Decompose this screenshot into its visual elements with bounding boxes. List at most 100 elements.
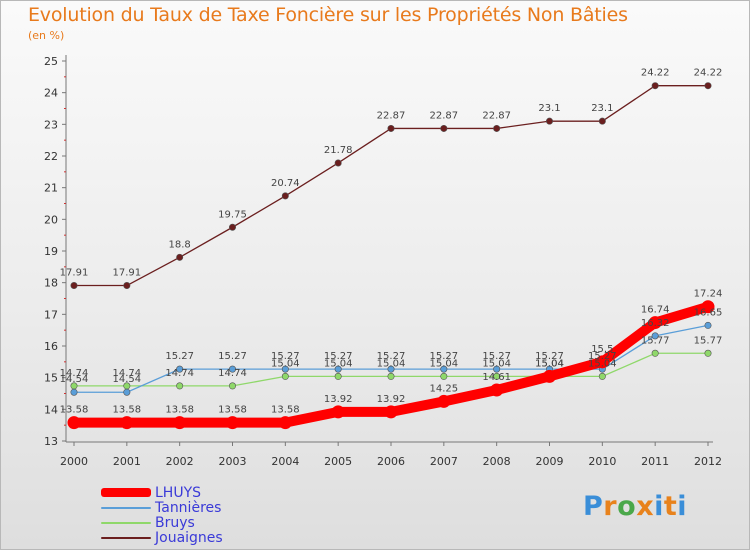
x-tick-label: 2007 bbox=[430, 455, 458, 468]
legend-label: Bruys bbox=[155, 514, 195, 531]
data-point bbox=[70, 388, 78, 396]
data-label: 19.75 bbox=[218, 209, 247, 220]
legend-label: LHUYS bbox=[155, 484, 202, 501]
proxiti-logo: Proxiti bbox=[583, 491, 687, 522]
data-point bbox=[598, 372, 606, 380]
x-tick-label: 2000 bbox=[60, 455, 88, 468]
legend-item: LHUYS bbox=[101, 484, 223, 501]
data-label: 15.04 bbox=[377, 358, 406, 369]
y-tick-label: 22 bbox=[44, 150, 58, 163]
data-point bbox=[281, 372, 289, 380]
data-point bbox=[226, 416, 239, 430]
data-label: 14.74 bbox=[60, 368, 89, 379]
data-label: 15.27 bbox=[218, 351, 247, 362]
y-tick-label: 19 bbox=[44, 245, 58, 258]
data-label: 14.54 bbox=[60, 374, 89, 385]
legend-swatch bbox=[101, 506, 151, 509]
data-point bbox=[229, 382, 237, 390]
data-point bbox=[229, 223, 237, 231]
data-point bbox=[331, 405, 345, 419]
data-point bbox=[648, 316, 662, 330]
data-label: 15.5 bbox=[591, 344, 613, 355]
legend-label: Jouaignes bbox=[155, 529, 223, 546]
legend-item: Bruys bbox=[101, 514, 223, 531]
data-point bbox=[278, 416, 292, 430]
data-point bbox=[70, 282, 78, 290]
data-point bbox=[493, 124, 501, 132]
data-label: 14.61 bbox=[482, 372, 511, 383]
data-label: 17.91 bbox=[113, 268, 142, 279]
data-point bbox=[493, 365, 501, 373]
y-tick-label: 21 bbox=[44, 182, 58, 195]
data-label: 13.58 bbox=[218, 405, 247, 416]
data-point bbox=[67, 416, 81, 430]
data-label: 13.58 bbox=[60, 405, 89, 416]
x-tick-label: 2009 bbox=[536, 455, 564, 468]
y-tick-label: 20 bbox=[44, 213, 58, 226]
data-label: 22.87 bbox=[377, 110, 406, 121]
y-tick-label: 14 bbox=[44, 403, 58, 416]
data-label: 22.87 bbox=[482, 110, 511, 121]
data-point bbox=[173, 416, 187, 430]
data-label: 15.04 bbox=[535, 358, 564, 369]
data-point bbox=[437, 394, 451, 408]
data-label: 15.04 bbox=[482, 358, 511, 369]
logo-letter: i bbox=[677, 491, 688, 522]
data-point bbox=[701, 300, 715, 314]
data-point bbox=[387, 124, 395, 132]
x-tick-label: 2005 bbox=[324, 455, 352, 468]
data-point bbox=[651, 82, 659, 90]
y-tick-label: 25 bbox=[44, 55, 58, 68]
data-label: 14.25 bbox=[430, 383, 459, 394]
y-tick-label: 18 bbox=[44, 277, 58, 290]
data-point bbox=[440, 365, 448, 373]
data-label: 13.58 bbox=[271, 405, 300, 416]
data-label: 16.74 bbox=[641, 305, 670, 316]
data-point bbox=[440, 372, 448, 380]
data-point bbox=[387, 365, 395, 373]
data-point bbox=[387, 372, 395, 380]
data-point bbox=[543, 369, 556, 383]
x-tick-label: 2011 bbox=[641, 455, 669, 468]
data-label: 15.27 bbox=[482, 351, 511, 362]
data-point bbox=[598, 117, 606, 125]
data-point bbox=[384, 405, 398, 419]
y-tick-label: 15 bbox=[44, 372, 58, 385]
data-label: 13.58 bbox=[113, 405, 142, 416]
data-point bbox=[176, 253, 184, 261]
data-point bbox=[281, 365, 289, 373]
data-label: 15.27 bbox=[324, 351, 353, 362]
y-tick-label: 13 bbox=[44, 435, 58, 448]
x-tick-label: 2003 bbox=[219, 455, 247, 468]
legend-swatch bbox=[101, 536, 151, 539]
data-point bbox=[490, 383, 504, 397]
data-label: 15.04 bbox=[430, 358, 459, 369]
data-label: 14.74 bbox=[218, 368, 247, 379]
data-label: 13.92 bbox=[324, 394, 353, 405]
data-point bbox=[704, 321, 712, 329]
y-tick-label: 23 bbox=[44, 118, 58, 131]
chart-subtitle: (en %) bbox=[28, 29, 65, 42]
data-label: 15.27 bbox=[165, 351, 194, 362]
x-tick-label: 2006 bbox=[377, 455, 405, 468]
data-point bbox=[334, 372, 342, 380]
data-point bbox=[493, 372, 501, 380]
data-point bbox=[545, 117, 553, 125]
data-point bbox=[704, 82, 712, 90]
data-label: 15.27 bbox=[535, 351, 564, 362]
data-point bbox=[229, 365, 237, 373]
legend-swatch bbox=[101, 488, 151, 497]
x-tick-label: 2002 bbox=[166, 455, 194, 468]
y-tick-label: 16 bbox=[44, 340, 58, 353]
data-point bbox=[176, 382, 184, 390]
x-tick-label: 2004 bbox=[271, 455, 299, 468]
data-label: 21.78 bbox=[324, 145, 353, 156]
data-point bbox=[334, 365, 342, 373]
logo-letter: r bbox=[603, 491, 618, 522]
logo-letter: P bbox=[583, 491, 604, 522]
data-label: 17.24 bbox=[694, 289, 723, 300]
data-label: 15.27 bbox=[588, 351, 617, 362]
x-tick-label: 2001 bbox=[113, 455, 141, 468]
legend-item: Tannières bbox=[101, 500, 223, 516]
